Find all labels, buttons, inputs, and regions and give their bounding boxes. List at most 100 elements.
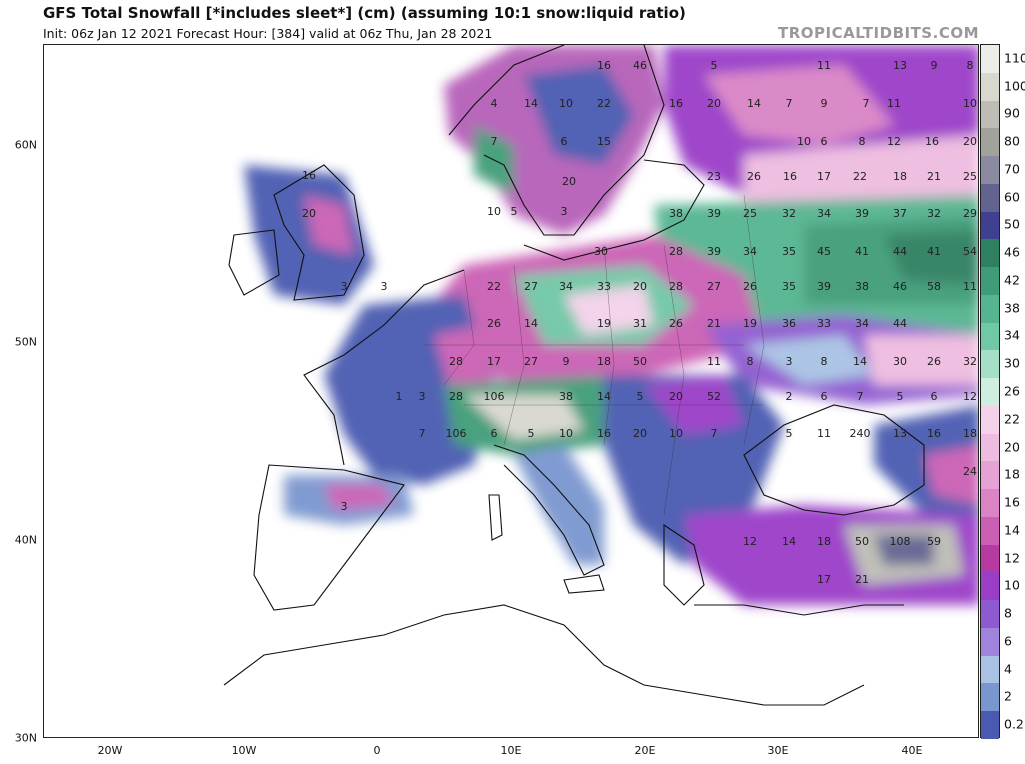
snowfall-value-label: 46 xyxy=(893,280,907,293)
legend-swatch xyxy=(981,45,999,74)
snowfall-value-label: 2 xyxy=(786,390,793,403)
snowfall-value-label: 5 xyxy=(637,390,644,403)
snowfall-value-label: 34 xyxy=(855,317,869,330)
snowfall-value-label: 10 xyxy=(559,97,573,110)
legend-label: 8 xyxy=(1004,605,1012,621)
snowfall-value-label: 5 xyxy=(711,59,718,72)
legend-swatch xyxy=(981,128,999,157)
snowfall-value-label: 6 xyxy=(561,135,568,148)
snowfall-value-label: 106 xyxy=(484,390,505,403)
legend-swatch xyxy=(981,627,999,657)
snowfall-value-label: 45 xyxy=(817,245,831,258)
snowfall-value-label: 3 xyxy=(341,500,348,513)
snowfall-value-label: 38 xyxy=(559,390,573,403)
snowfall-value-label: 27 xyxy=(524,280,538,293)
snowfall-value-label: 26 xyxy=(747,170,761,183)
snowfall-value-label: 11 xyxy=(817,59,831,72)
legend-swatch xyxy=(981,544,999,573)
legend-label: 50 xyxy=(1004,216,1020,232)
legend-swatch xyxy=(981,156,999,185)
snowfall-value-label: 26 xyxy=(669,317,683,330)
snowfall-value-label: 21 xyxy=(855,573,869,586)
snowfall-value-label: 27 xyxy=(524,355,538,368)
legend-label: 6 xyxy=(1004,633,1012,649)
lat-label-40n: 40N xyxy=(14,533,37,547)
snowfall-value-label: 22 xyxy=(853,170,867,183)
snowfall-value-label: 3 xyxy=(419,390,426,403)
snowfall-value-label: 15 xyxy=(597,135,611,148)
chart-title: GFS Total Snowfall [*includes sleet*] (c… xyxy=(43,4,686,22)
snowfall-value-label: 6 xyxy=(491,427,498,440)
snowfall-value-label: 5 xyxy=(786,427,793,440)
legend-swatch xyxy=(981,378,999,407)
snowfall-value-label: 34 xyxy=(559,280,573,293)
legend-swatch xyxy=(981,405,999,435)
snowfall-value-label: 35 xyxy=(782,245,796,258)
snowfall-value-label: 39 xyxy=(855,207,869,220)
snowfall-value-label: 14 xyxy=(853,355,867,368)
snowfall-value-label: 6 xyxy=(931,390,938,403)
snowfall-value-label: 21 xyxy=(707,317,721,330)
snowfall-value-label: 16 xyxy=(669,97,683,110)
legend-swatch xyxy=(981,100,999,129)
snowfall-value-label: 18 xyxy=(963,427,977,440)
legend-label: 110 xyxy=(1004,50,1025,66)
snowfall-value-label: 26 xyxy=(743,280,757,293)
snowfall-value-label: 58 xyxy=(927,280,941,293)
lon-label-20e: 20E xyxy=(634,744,656,757)
snowfall-value-label: 3 xyxy=(381,280,388,293)
snowfall-value-label: 36 xyxy=(782,317,796,330)
snowfall-map: 16 46 4 14 10 22 7 6 15 5 10 3 20 5 11 13 9 8 16 20 14 7 9 7 11 1… xyxy=(43,44,979,738)
snowfall-value-label: 18 xyxy=(597,355,611,368)
legend-label: 34 xyxy=(1004,327,1020,343)
snowfall-value-label: 240 xyxy=(850,427,871,440)
snowfall-value-label: 18 xyxy=(893,170,907,183)
snowfall-value-label: 13 xyxy=(893,59,907,72)
legend-swatch xyxy=(981,516,999,546)
legend-label: 90 xyxy=(1004,105,1020,121)
snowfall-value-label: 3 xyxy=(561,205,568,218)
snowfall-value-label: 20 xyxy=(633,427,647,440)
lon-label-30e: 30E xyxy=(767,744,789,757)
lon-label-40e: 40E xyxy=(901,744,923,757)
legend-label: 38 xyxy=(1004,300,1020,316)
legend-label: 0.2 xyxy=(1004,716,1024,732)
snowfall-value-label: 4 xyxy=(491,97,498,110)
legend-colorbar xyxy=(980,44,1000,740)
legend-label: 20 xyxy=(1004,439,1020,455)
snowfall-value-label: 34 xyxy=(817,207,831,220)
snowfall-value-label: 14 xyxy=(597,390,611,403)
snowfall-value-label: 5 xyxy=(528,427,535,440)
snowfall-value-label: 23 xyxy=(707,170,721,183)
legend-label: 42 xyxy=(1004,272,1020,288)
legend-swatch xyxy=(981,683,999,712)
snowfall-value-label: 6 xyxy=(821,135,828,148)
snowfall-value-label: 28 xyxy=(669,245,683,258)
snowfall-value-label: 10 xyxy=(963,97,977,110)
legend-swatch xyxy=(981,239,999,268)
snowfall-value-label: 16 xyxy=(925,135,939,148)
snowfall-value-label: 7 xyxy=(786,97,793,110)
legend-label: 30 xyxy=(1004,355,1020,371)
snowfall-value-label: 20 xyxy=(963,135,977,148)
snowfall-value-label: 3 xyxy=(341,280,348,293)
snowfall-value-label: 20 xyxy=(302,207,316,220)
snowfall-value-label: 20 xyxy=(669,390,683,403)
snowfall-value-label: 32 xyxy=(963,355,977,368)
lon-label-20w: 20W xyxy=(97,744,123,757)
snowfall-value-label: 22 xyxy=(487,280,501,293)
snowfall-value-label: 34 xyxy=(743,245,757,258)
snowfall-value-label: 11 xyxy=(817,427,831,440)
legend-swatch xyxy=(981,489,999,518)
snowfall-value-label: 46 xyxy=(633,59,647,72)
legend-label: 16 xyxy=(1004,494,1020,510)
snowfall-value-label: 13 xyxy=(893,427,907,440)
snowfall-value-label: 9 xyxy=(563,355,570,368)
legend-label: 14 xyxy=(1004,522,1020,538)
snowfall-value-label: 12 xyxy=(743,535,757,548)
lon-label-0: 0 xyxy=(373,744,381,757)
snowfall-value-label: 17 xyxy=(817,573,831,586)
snowfall-value-label: 54 xyxy=(963,245,977,258)
snowfall-value-label: 24 xyxy=(963,465,977,478)
